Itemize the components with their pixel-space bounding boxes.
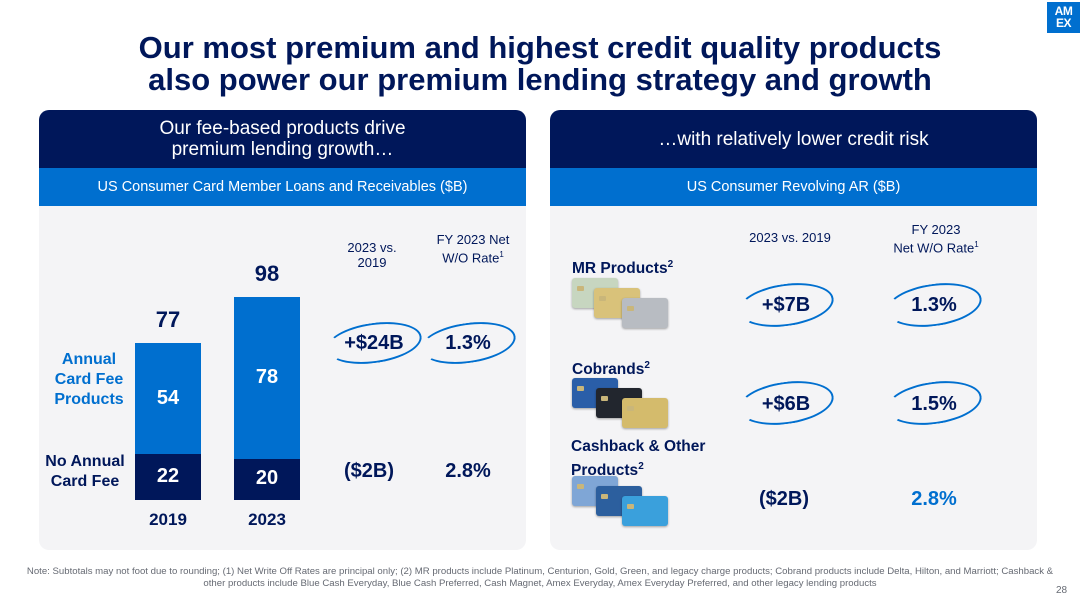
page-number: 28 xyxy=(1056,585,1068,596)
bar-value-label: 22 xyxy=(156,465,180,488)
col-header-change: 2023 vs. 2019 xyxy=(749,230,831,245)
slide-title-line1: Our most premium and highest credit qual… xyxy=(138,30,942,65)
slide-title: Our most premium and highest credit qual… xyxy=(0,32,1080,96)
rate-value-annual: 1.3% xyxy=(445,332,491,354)
amex-logo: AM EX xyxy=(1047,2,1080,33)
x-tick-label: 2019 xyxy=(149,510,187,529)
rate-value-cobrands: 1.5% xyxy=(911,393,957,415)
right-panel-header: …with relatively lower credit risk xyxy=(550,110,1037,168)
bar-value-label: 78 xyxy=(255,365,279,388)
card-image xyxy=(622,298,668,328)
bar-value-label: 20 xyxy=(255,467,279,490)
right-panel-subheader: US Consumer Revolving AR ($B) xyxy=(550,168,1037,206)
row-label-mr-products: MR Products2 xyxy=(572,259,674,278)
bar-2023-no-annual-fee xyxy=(234,458,300,500)
category-label-annual: Annual Card Fee Products xyxy=(54,351,124,408)
card-image xyxy=(622,398,668,428)
rate-value-cashback: 2.8% xyxy=(911,488,957,510)
rate-value-no-annual: 2.8% xyxy=(445,460,491,482)
bar-2019-no-annual-fee xyxy=(135,454,201,500)
right-panel: …with relatively lower credit risk US Co… xyxy=(550,110,1037,550)
bar-total-label: 77 xyxy=(155,306,181,332)
col-header-change: 2023 vs. 2019 xyxy=(347,240,397,270)
change-value-annual: +$24B xyxy=(344,332,404,354)
change-value-cashback: ($2B) xyxy=(758,488,809,510)
bar-total-label: 98 xyxy=(254,261,280,286)
card-image xyxy=(622,496,668,526)
x-tick-label: 2023 xyxy=(248,510,286,529)
bar-2023-annual-fee xyxy=(234,297,300,459)
row-label-cobrands: Cobrands2 xyxy=(572,360,650,379)
col-header-rate: FY 2023 Net W/O Rate1 xyxy=(436,232,510,266)
category-label-no-annual: No Annual Card Fee xyxy=(45,453,125,490)
slide-title-line2: also power our premium lending strategy … xyxy=(148,62,932,97)
rate-value-mr: 1.3% xyxy=(911,294,957,316)
bar-value-label: 54 xyxy=(156,386,180,409)
col-header-rate: FY 2023 Net W/O Rate1 xyxy=(893,222,979,256)
left-panel-header: Our fee-based products drive premium len… xyxy=(39,110,526,168)
left-panel: Our fee-based products drive premium len… xyxy=(39,110,526,550)
row-label-cashback: Cashback & Other Products2 xyxy=(571,438,706,480)
bar-2019-annual-fee xyxy=(135,342,201,455)
change-value-no-annual: ($2B) xyxy=(343,460,394,482)
change-value-mr: +$7B xyxy=(761,294,811,316)
change-value-cobrands: +$6B xyxy=(761,393,811,415)
left-panel-subheader: US Consumer Card Member Loans and Receiv… xyxy=(39,168,526,206)
footnote: Note: Subtotals may not foot due to roun… xyxy=(26,566,1054,589)
